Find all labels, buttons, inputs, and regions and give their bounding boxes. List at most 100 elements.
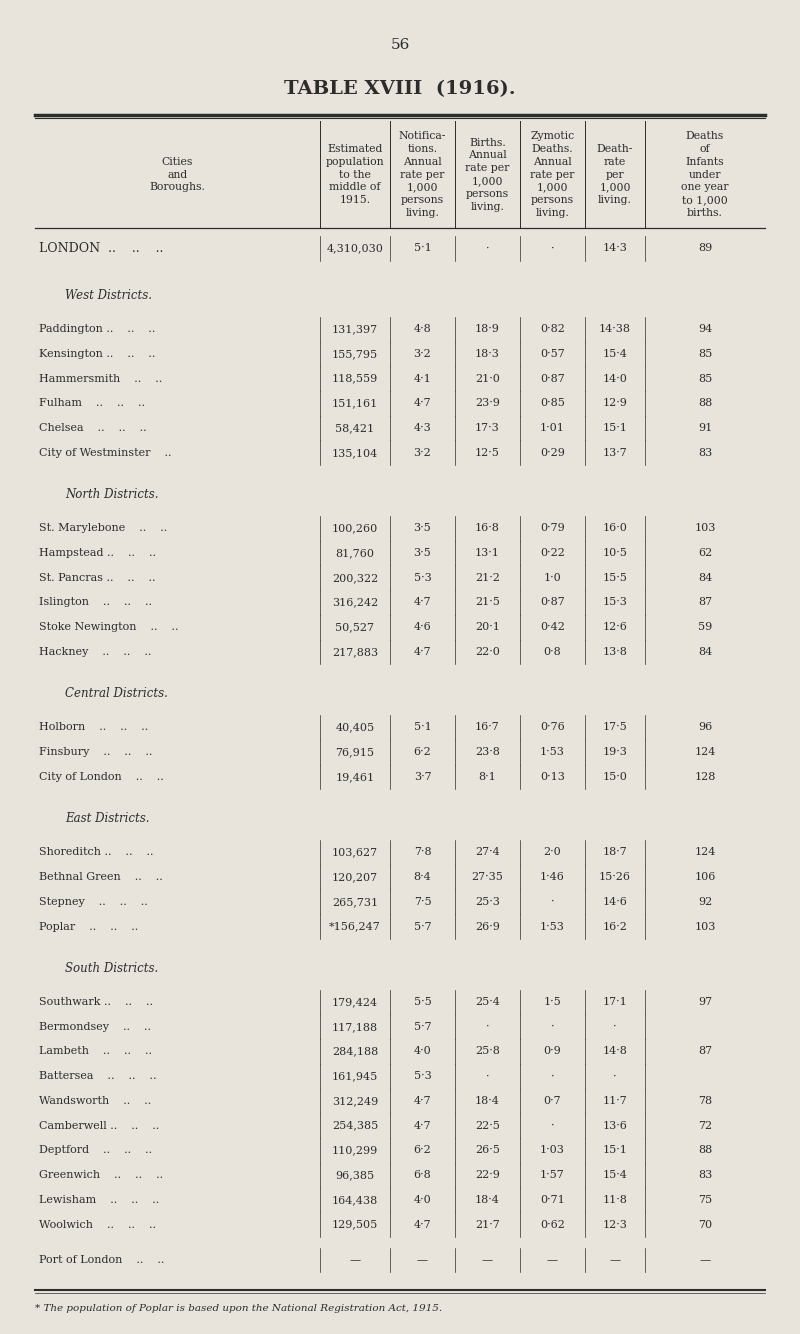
Text: 76,915: 76,915 <box>335 747 374 758</box>
Text: ·: · <box>486 1022 490 1031</box>
Text: 15·1: 15·1 <box>602 1146 627 1155</box>
Text: 0·22: 0·22 <box>540 548 565 558</box>
Text: —: — <box>699 1255 710 1265</box>
Text: 58,421: 58,421 <box>335 423 374 434</box>
Text: 3·5: 3·5 <box>414 548 431 558</box>
Text: 15·26: 15·26 <box>599 872 631 882</box>
Text: 0·42: 0·42 <box>540 622 565 632</box>
Text: Deaths
of
Infants
under
one year
to 1,000
births.: Deaths of Infants under one year to 1,00… <box>682 131 729 217</box>
Text: 14·0: 14·0 <box>602 374 627 384</box>
Text: ·: · <box>614 1022 617 1031</box>
Text: 14·3: 14·3 <box>602 243 627 253</box>
Text: 94: 94 <box>698 324 712 335</box>
Text: Estimated
population
to the
middle of
1915.: Estimated population to the middle of 19… <box>326 144 384 205</box>
Text: 15·4: 15·4 <box>602 350 627 359</box>
Text: 12·5: 12·5 <box>475 448 500 458</box>
Text: 100,260: 100,260 <box>332 523 378 534</box>
Text: 120,207: 120,207 <box>332 872 378 882</box>
Text: 88: 88 <box>698 399 712 408</box>
Text: TABLE XVIII  (1916).: TABLE XVIII (1916). <box>284 80 516 97</box>
Text: 0·87: 0·87 <box>540 374 565 384</box>
Text: 124: 124 <box>694 847 716 858</box>
Text: Wandsworth    ..    ..: Wandsworth .. .. <box>39 1097 151 1106</box>
Text: Fulham    ..    ..    ..: Fulham .. .. .. <box>39 399 145 408</box>
Text: 14·38: 14·38 <box>599 324 631 335</box>
Text: *156,247: *156,247 <box>329 922 381 931</box>
Text: 117,188: 117,188 <box>332 1022 378 1031</box>
Text: 155,795: 155,795 <box>332 350 378 359</box>
Text: ·: · <box>550 1071 554 1081</box>
Text: 19·3: 19·3 <box>602 747 627 758</box>
Text: 151,161: 151,161 <box>332 399 378 408</box>
Text: 14·8: 14·8 <box>602 1046 627 1057</box>
Text: 15·5: 15·5 <box>602 572 627 583</box>
Text: 4·0: 4·0 <box>414 1046 431 1057</box>
Text: 0·85: 0·85 <box>540 399 565 408</box>
Text: Hammersmith    ..    ..: Hammersmith .. .. <box>39 374 162 384</box>
Text: 25·8: 25·8 <box>475 1046 500 1057</box>
Text: 83: 83 <box>698 1170 712 1181</box>
Text: 6·2: 6·2 <box>414 1146 431 1155</box>
Text: 96: 96 <box>698 723 712 732</box>
Text: 265,731: 265,731 <box>332 896 378 907</box>
Text: 3·5: 3·5 <box>414 523 431 534</box>
Text: Death-
rate
per
1,000
living.: Death- rate per 1,000 living. <box>597 144 633 205</box>
Text: —: — <box>350 1255 361 1265</box>
Text: Stepney    ..    ..    ..: Stepney .. .. .. <box>39 896 148 907</box>
Text: —: — <box>417 1255 428 1265</box>
Text: ·: · <box>550 1022 554 1031</box>
Text: 6·2: 6·2 <box>414 747 431 758</box>
Text: 22·9: 22·9 <box>475 1170 500 1181</box>
Text: 56: 56 <box>390 37 410 52</box>
Text: 85: 85 <box>698 350 712 359</box>
Text: Battersea    ..    ..    ..: Battersea .. .. .. <box>39 1071 157 1081</box>
Text: 7·8: 7·8 <box>414 847 431 858</box>
Text: 50,527: 50,527 <box>335 622 374 632</box>
Text: 0·57: 0·57 <box>540 350 565 359</box>
Text: Stoke Newington    ..    ..: Stoke Newington .. .. <box>39 622 178 632</box>
Text: 5·5: 5·5 <box>414 996 431 1007</box>
Text: ·: · <box>550 1121 554 1131</box>
Text: 0·62: 0·62 <box>540 1219 565 1230</box>
Text: 81,760: 81,760 <box>335 548 374 558</box>
Text: 11·7: 11·7 <box>602 1097 627 1106</box>
Text: 12·6: 12·6 <box>602 622 627 632</box>
Text: Port of London    ..    ..: Port of London .. .. <box>39 1255 164 1265</box>
Text: 22·5: 22·5 <box>475 1121 500 1131</box>
Text: 7·5: 7·5 <box>414 896 431 907</box>
Text: 22·0: 22·0 <box>475 647 500 656</box>
Text: 13·6: 13·6 <box>602 1121 627 1131</box>
Text: 8·1: 8·1 <box>478 772 496 782</box>
Text: 161,945: 161,945 <box>332 1071 378 1081</box>
Text: 3·2: 3·2 <box>414 350 431 359</box>
Text: 18·9: 18·9 <box>475 324 500 335</box>
Text: Shoreditch ..    ..    ..: Shoreditch .. .. .. <box>39 847 154 858</box>
Text: 84: 84 <box>698 647 712 656</box>
Text: 70: 70 <box>698 1219 712 1230</box>
Text: 23·9: 23·9 <box>475 399 500 408</box>
Text: 2·0: 2·0 <box>544 847 562 858</box>
Text: 17·3: 17·3 <box>475 423 500 434</box>
Text: 124: 124 <box>694 747 716 758</box>
Text: 128: 128 <box>694 772 716 782</box>
Text: 16·2: 16·2 <box>602 922 627 931</box>
Text: 4·7: 4·7 <box>414 399 431 408</box>
Text: ·: · <box>486 1071 490 1081</box>
Text: 0·71: 0·71 <box>540 1195 565 1205</box>
Text: 164,438: 164,438 <box>332 1195 378 1205</box>
Text: Poplar    ..    ..    ..: Poplar .. .. .. <box>39 922 138 931</box>
Text: 25·3: 25·3 <box>475 896 500 907</box>
Text: East Districts.: East Districts. <box>65 812 150 826</box>
Text: 91: 91 <box>698 423 712 434</box>
Text: 129,505: 129,505 <box>332 1219 378 1230</box>
Text: 312,249: 312,249 <box>332 1097 378 1106</box>
Text: 3·7: 3·7 <box>414 772 431 782</box>
Text: 21·5: 21·5 <box>475 598 500 607</box>
Text: 21·7: 21·7 <box>475 1219 500 1230</box>
Text: 4·7: 4·7 <box>414 1097 431 1106</box>
Text: 14·6: 14·6 <box>602 896 627 907</box>
Text: 27·35: 27·35 <box>471 872 503 882</box>
Text: 92: 92 <box>698 896 712 907</box>
Text: 19,461: 19,461 <box>335 772 374 782</box>
Text: 1·03: 1·03 <box>540 1146 565 1155</box>
